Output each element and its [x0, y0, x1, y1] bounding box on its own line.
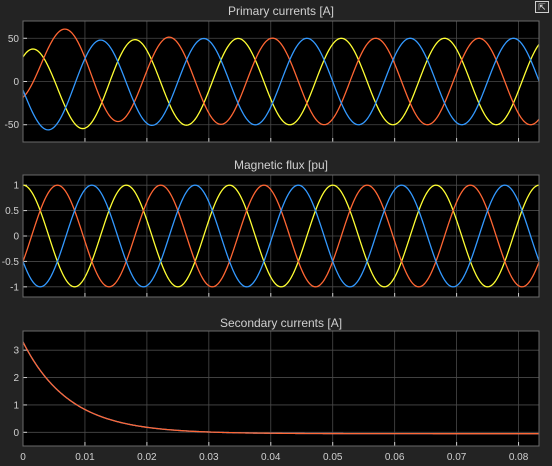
plot-area-3: [23, 331, 539, 446]
y-tick-label: -0.5: [2, 257, 20, 268]
series-line-2: [22, 28, 540, 126]
x-tick-label: 0.06: [385, 452, 405, 463]
y-tick-label: 2: [13, 373, 19, 384]
x-tick-label: 0.03: [199, 452, 219, 463]
y-tick-label: 1: [13, 400, 19, 411]
x-tick-label: 0: [20, 452, 26, 463]
undock-icon[interactable]: ⇱: [535, 1, 549, 13]
x-tick-label: 0.05: [323, 452, 343, 463]
y-tick-label: -1: [10, 282, 19, 293]
y-tick-label: 0: [13, 77, 19, 88]
axes-frame: [22, 20, 540, 143]
series-line-2: [22, 341, 539, 435]
series-line-1: [22, 37, 540, 130]
chart-title: Magnetic flux [pu]: [234, 158, 328, 172]
axes-frame: [22, 330, 540, 447]
y-tick-label: 50: [8, 34, 20, 45]
x-tick-label: 0.08: [509, 452, 529, 463]
chart-title: Primary currents [A]: [228, 4, 334, 18]
y-tick-label: 3: [13, 346, 19, 357]
y-tick-label: 1: [13, 181, 19, 192]
y-tick-label: -50: [5, 120, 20, 131]
axes-frame: [22, 174, 540, 298]
y-tick-label: 0.5: [5, 206, 19, 217]
x-tick-label: 0.07: [447, 452, 467, 463]
y-tick-label: 0: [13, 428, 19, 439]
x-tick-label: 0.01: [75, 452, 95, 463]
chart-title: Secondary currents [A]: [220, 316, 342, 330]
x-tick-label: 0.02: [137, 452, 157, 463]
series-line-3: [22, 184, 540, 288]
y-tick-label: 0: [13, 232, 19, 243]
series-line-3: [22, 37, 540, 131]
x-tick-label: 0.04: [261, 452, 281, 463]
